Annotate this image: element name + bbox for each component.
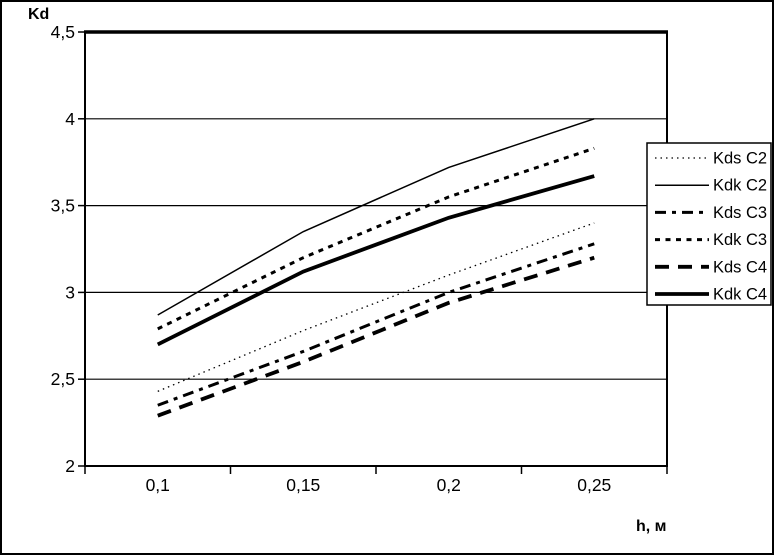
legend-label: Kds C3 xyxy=(713,204,767,222)
x-tick-label: 0,2 xyxy=(437,475,461,495)
series-line-kdk-c2 xyxy=(157,118,595,316)
legend-label: Kdk C4 xyxy=(713,286,767,304)
series-line-kdk-c3 xyxy=(157,146,595,331)
x-axis-title: h, м xyxy=(636,518,667,535)
y-axis-title: Kd xyxy=(28,6,50,23)
x-tick-label: 0,1 xyxy=(146,475,170,495)
y-tick-label: 3,5 xyxy=(51,196,75,216)
legend-label: Kdk C2 xyxy=(713,177,767,195)
legend-label: Kdk C3 xyxy=(713,231,767,249)
y-tick-label: 2,5 xyxy=(51,369,75,389)
x-tick-label: 0,25 xyxy=(577,475,611,495)
legend-label: Kds C4 xyxy=(713,258,767,276)
series-line-kds-c3 xyxy=(157,242,595,407)
series-line-kds-c4 xyxy=(157,255,595,418)
legend-label: Kds C2 xyxy=(713,150,767,168)
legend-box xyxy=(646,142,772,306)
series-line-kds-c2 xyxy=(157,222,595,392)
y-tick-label: 4 xyxy=(65,109,75,129)
series-line-kdk-c4 xyxy=(156,174,595,347)
y-tick-label: 2 xyxy=(65,456,75,476)
x-tick-label: 0,15 xyxy=(286,475,320,495)
y-tick-label: 3 xyxy=(65,282,75,302)
y-tick-label: 4,5 xyxy=(51,22,75,42)
